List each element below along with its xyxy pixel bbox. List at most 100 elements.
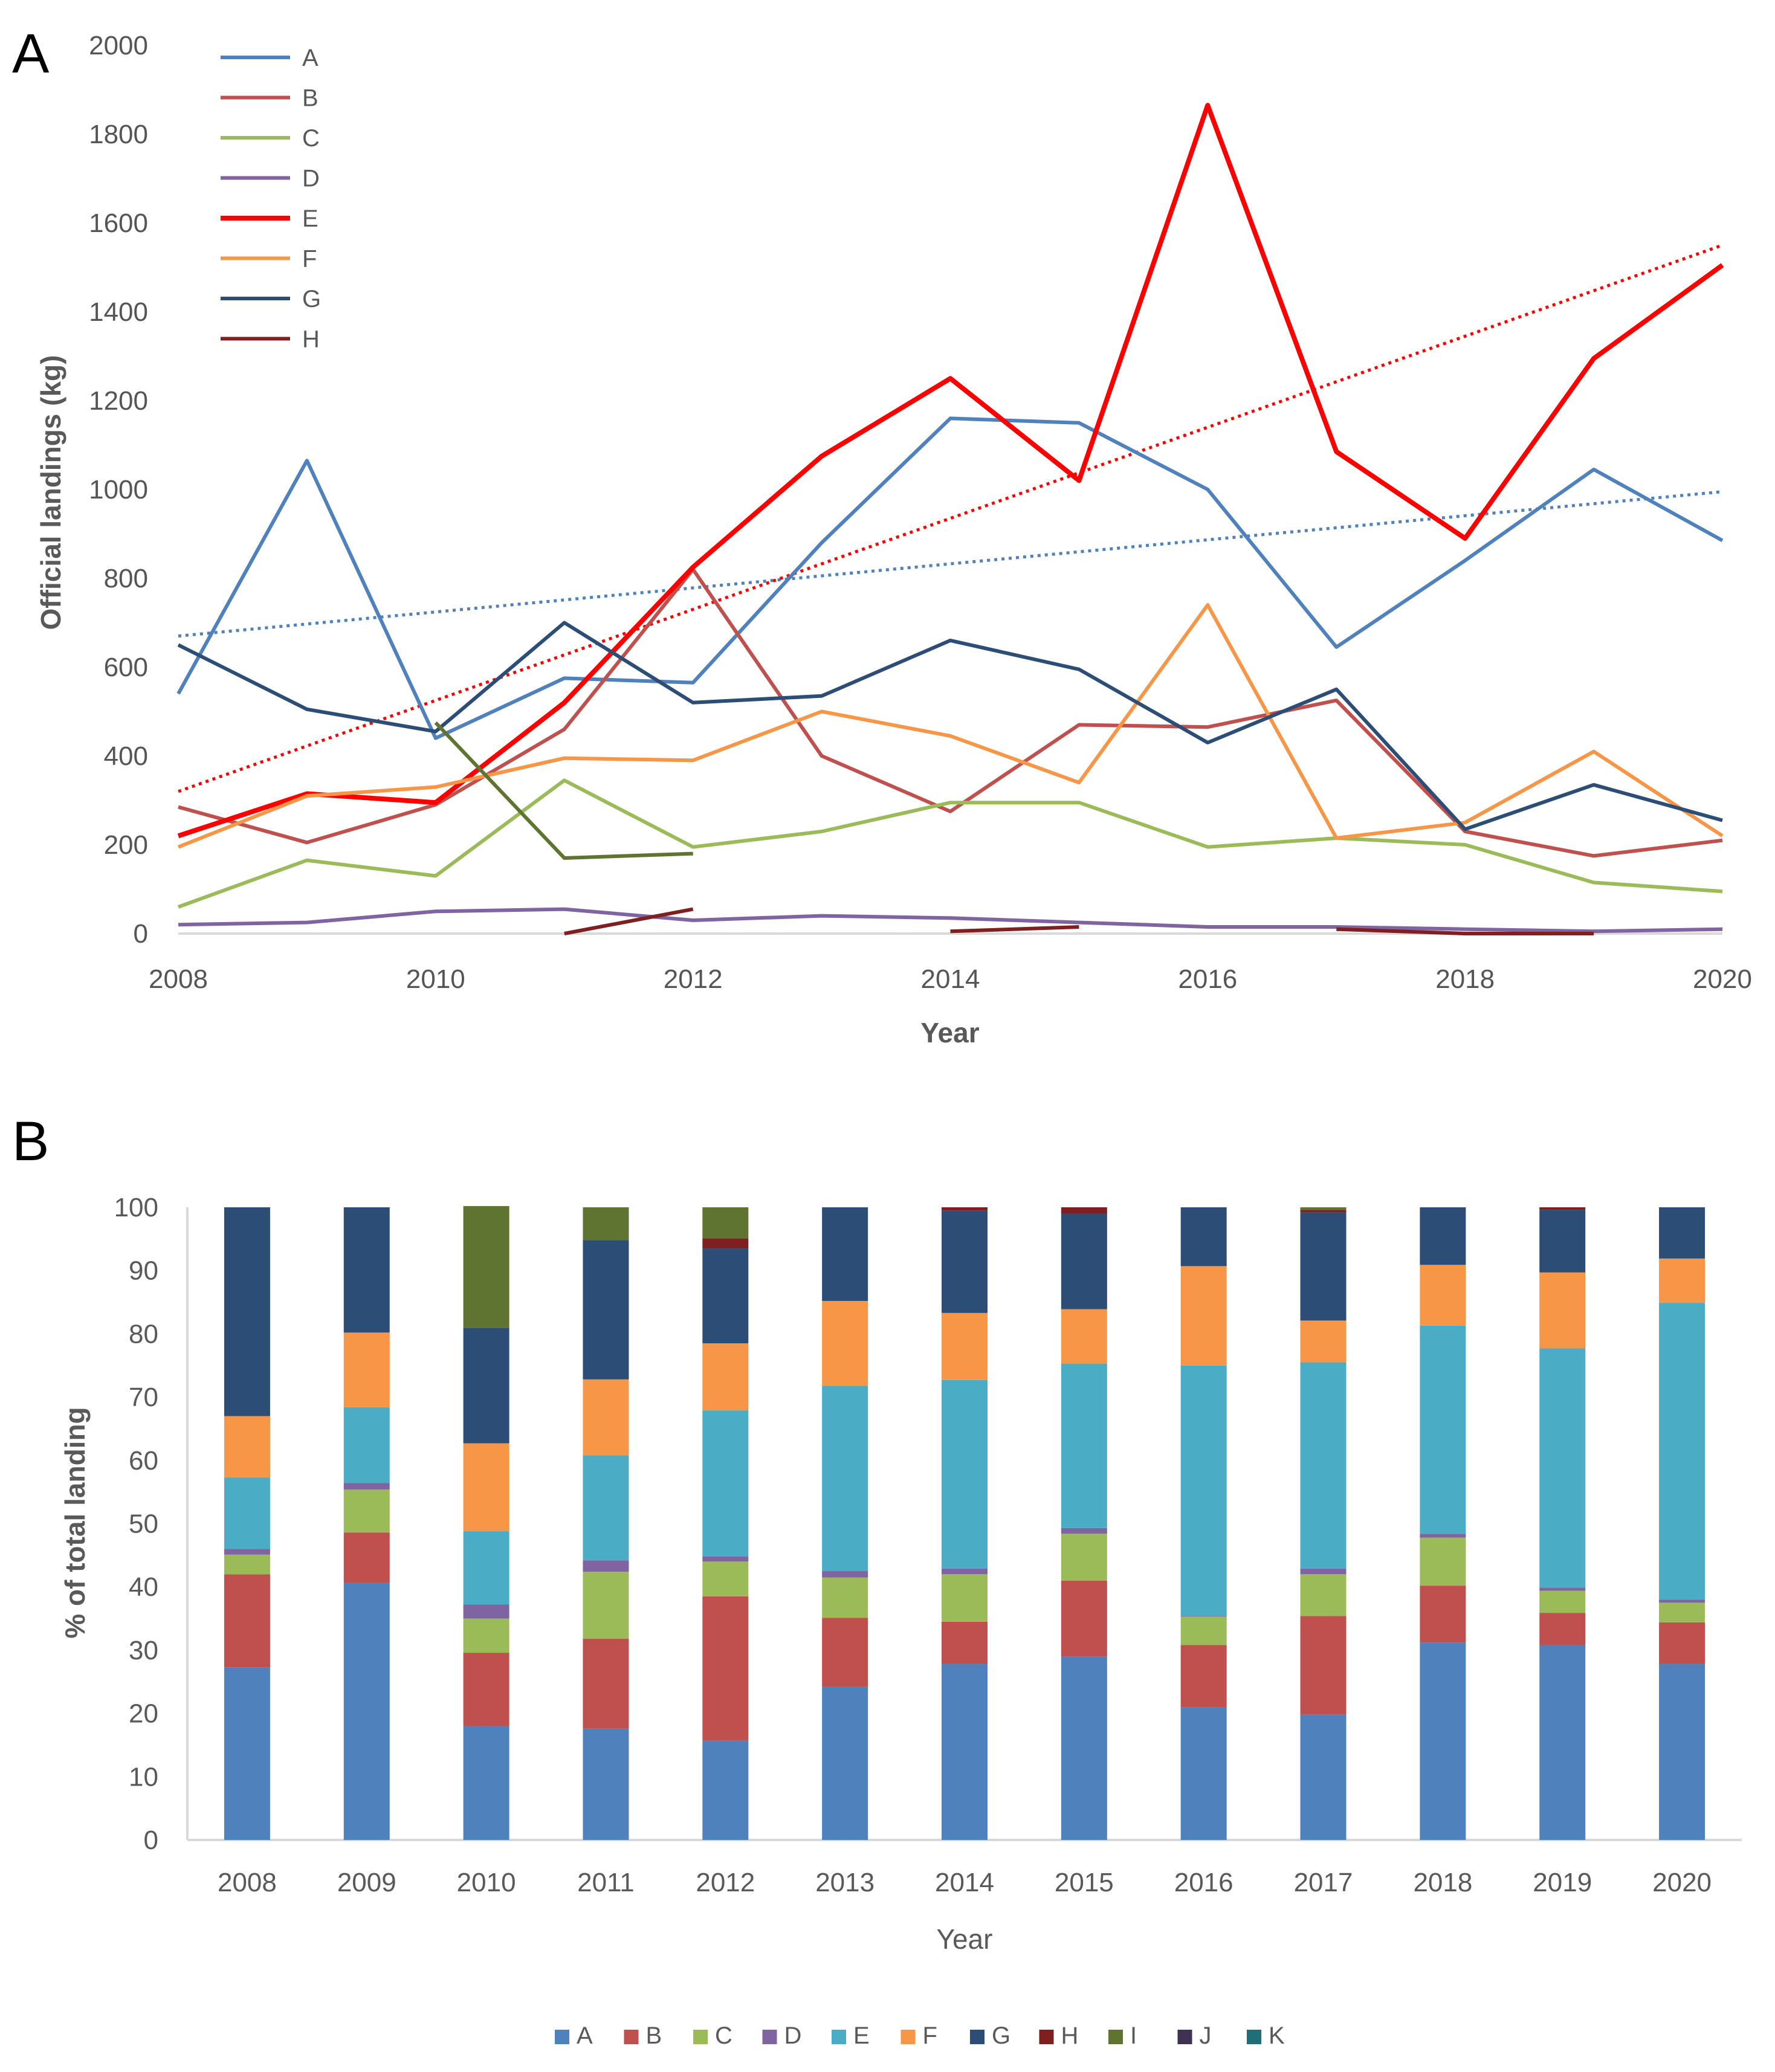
x-tick-label: 2014 [935,1868,994,1897]
bar-segment-f-2017 [1300,1320,1347,1363]
x-tick-label: 2008 [149,964,208,994]
bar-segment-b-2014 [942,1621,988,1664]
bar-segment-e-2017 [1300,1362,1347,1569]
legend-label-b: B [302,85,318,112]
bar-segment-b-2011 [583,1639,629,1729]
bar-segment-c-2009 [343,1489,390,1533]
bar-segment-f-2019 [1539,1272,1586,1349]
y-tick-label: 600 [104,653,148,682]
bar-segment-c-2020 [1659,1602,1705,1622]
legend-swatch-f [900,2030,916,2044]
series-line-a [176,416,1724,740]
bar-segment-d-2010 [463,1604,509,1619]
legend-label-e: E [853,2022,870,2049]
bar-segment-b-2020 [1659,1622,1705,1664]
bar-segment-f-2011 [583,1379,629,1456]
series-line-i [434,721,693,860]
legend-swatch-d [762,2030,777,2044]
y-tick-label: 0 [134,919,148,949]
bar-segment-c-2015 [1061,1534,1107,1581]
x-tick-label: 2015 [1055,1868,1114,1897]
series-line-f [177,603,1724,849]
y-tick-label: 60 [129,1446,158,1476]
bar-segment-g-2018 [1420,1207,1466,1265]
bar-segment-e-2016 [1180,1365,1227,1616]
bar-segment-e-2018 [1420,1325,1466,1534]
bar-segment-e-2020 [1659,1303,1705,1600]
bar-segment-i-2011 [583,1207,629,1241]
legend-swatch-i [1108,2030,1123,2044]
bar-segment-h-2017 [1300,1210,1347,1213]
y-tick-label: 1400 [89,297,148,327]
bar-segment-d-2017 [1300,1568,1347,1575]
legend-label-c: C [715,2022,732,2049]
y-tick-label: 1600 [89,208,148,238]
y-tick-label: 40 [129,1572,158,1602]
x-tick-label: 2016 [1178,964,1237,994]
bar-segment-e-2009 [343,1407,390,1483]
panel-b-label: B [12,1111,49,1172]
panel-a-line-chart: A Year Official landings (kg) 0 200 400 600… [12,23,1752,1048]
bar-segment-f-2009 [343,1332,390,1407]
x-tick-label: 2014 [921,964,980,994]
bar-segment-e-2011 [583,1455,629,1561]
bar-segment-d-2008 [224,1549,270,1555]
y-tick-label: 70 [129,1383,158,1412]
trendline-e [178,244,1723,793]
bar-segment-g-2012 [702,1248,749,1344]
bar-segment-b-2015 [1061,1580,1107,1657]
bar-segment-d-2014 [942,1568,988,1575]
bar-segment-g-2019 [1539,1210,1586,1273]
y-tick-label: 1000 [89,475,148,505]
x-tick-label: 2020 [1652,1868,1712,1897]
bar-segment-a-2015 [1061,1656,1107,1840]
bar-segment-d-2011 [583,1560,629,1572]
x-tick-label: 2013 [815,1868,875,1897]
bar-segment-a-2011 [583,1728,629,1840]
legend-label-g: G [302,286,321,312]
bar-segment-a-2012 [702,1740,749,1840]
series-line-e [177,103,1724,839]
bar-segment-e-2010 [463,1531,509,1605]
bar-segment-f-2020 [1659,1258,1705,1303]
bar-segment-b-2010 [463,1653,509,1726]
y-tick-label: 1200 [89,386,148,416]
bar-segment-e-2008 [224,1477,270,1549]
x-tick-label: 2018 [1413,1868,1472,1897]
legend-label-f: F [923,2022,937,2049]
y-tick-label: 90 [129,1256,158,1286]
series-line-h [564,907,694,935]
x-tick-label: 2016 [1174,1868,1233,1897]
legend-swatch-a [555,2030,569,2044]
bar-segment-e-2014 [942,1380,988,1569]
bar-segment-e-2019 [1539,1348,1586,1588]
legend-label-b: B [646,2022,662,2049]
x-tick-label: 2008 [218,1868,277,1897]
bar-segment-g-2013 [822,1207,868,1301]
bar-segment-f-2010 [463,1443,509,1532]
bar-segment-h-2019 [1539,1207,1586,1210]
bar-segment-d-2013 [822,1571,868,1578]
y-tick-label: 0 [144,1825,158,1855]
y-tick-label: 400 [104,741,148,771]
bar-segment-d-2012 [702,1556,749,1562]
y-tick-label: 800 [104,564,148,593]
legend-label-a: A [302,45,318,71]
bar-segment-c-2019 [1539,1590,1586,1613]
bar-segment-e-2012 [702,1410,749,1557]
bar-segment-f-2012 [702,1343,749,1411]
legend-label-j: J [1200,2022,1212,2049]
legend-label-d: D [302,166,320,192]
legend-label-f: F [302,246,317,273]
bar-segment-d-2009 [343,1483,390,1489]
bar-segment-a-2019 [1539,1645,1586,1840]
bar-segment-b-2009 [343,1532,390,1583]
legend-label-e: E [302,205,318,232]
bar-segment-i-2017 [1300,1207,1347,1210]
bar-segment-d-2020 [1659,1599,1705,1603]
legend-swatch-b [624,2030,639,2044]
legend-label-i: I [1130,2022,1137,2049]
x-tick-label: 2020 [1693,964,1752,994]
y-tick-label: 50 [129,1509,158,1539]
